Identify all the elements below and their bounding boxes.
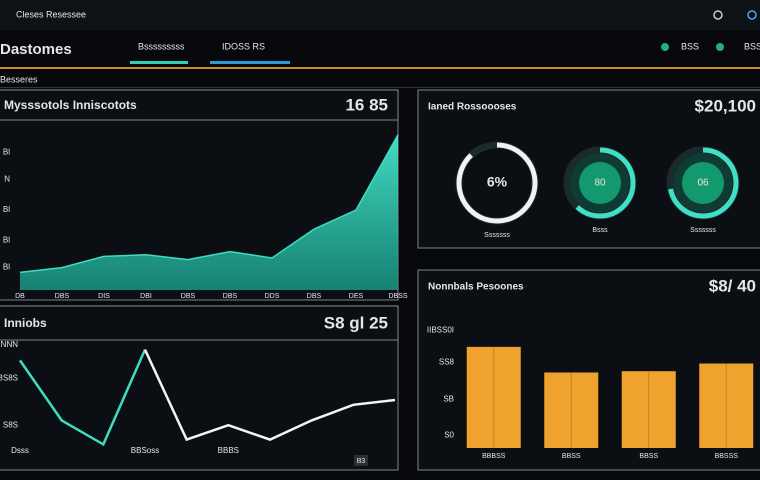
x-tick-label: Dsss xyxy=(11,446,29,455)
badge-box xyxy=(354,455,368,466)
icon-label: BSS xyxy=(744,41,760,51)
x-tick-label: DBS xyxy=(307,293,322,300)
y-tick-label: Bl xyxy=(3,148,10,157)
tab-underline xyxy=(210,61,290,64)
donut-arc xyxy=(456,142,538,224)
x-tick-label: BBBS xyxy=(218,446,239,455)
x-tick-label: BBSS xyxy=(562,453,581,460)
panel-title: Nonnbals Pesoones xyxy=(428,282,524,293)
panel-value: S8 gl 25 xyxy=(324,313,388,332)
panel-title: Inniobs xyxy=(4,316,47,330)
donut-label: 80 xyxy=(594,178,606,189)
x-tick-label: DBS xyxy=(55,293,70,300)
panel-header xyxy=(0,89,399,121)
y-tick-label: Bl xyxy=(3,205,10,214)
y-tick-label: S8S xyxy=(3,420,18,429)
panel-title: Ianed Rossoooses xyxy=(428,102,517,113)
y-tick-label: Bl xyxy=(3,263,10,272)
divider xyxy=(0,67,760,69)
y-tick-label: SS8 xyxy=(439,357,455,366)
x-tick-label: DBS xyxy=(223,293,238,300)
y-tick-label: BS8S xyxy=(0,374,18,383)
line xyxy=(143,349,396,442)
status-icon[interactable] xyxy=(661,43,669,51)
status-icon[interactable] xyxy=(716,43,724,51)
donut-core xyxy=(682,162,724,204)
divider xyxy=(0,87,760,88)
donut-label: 6% xyxy=(487,174,508,190)
y-tick-label: Bl xyxy=(3,236,10,245)
y-tick-label: SB xyxy=(443,394,454,403)
panel-value: $20,100 xyxy=(695,96,756,115)
area xyxy=(20,134,398,290)
donut-label: 06 xyxy=(697,178,709,189)
settings-icon[interactable] xyxy=(747,10,757,20)
y-tick-label: IIBSS0I xyxy=(427,325,454,334)
app-title: Cleses Resessee xyxy=(16,9,86,19)
page-title: Dastomes xyxy=(0,41,72,58)
line xyxy=(18,349,147,447)
donut-arc xyxy=(564,147,636,219)
top-bar xyxy=(0,0,760,30)
donut-arc xyxy=(667,147,739,219)
x-tick-label: DBS xyxy=(181,293,196,300)
panel-value: $8/ 40 xyxy=(709,276,756,295)
tab[interactable]: IDOSS RS xyxy=(222,41,265,51)
y-tick-label: S0 xyxy=(444,430,454,439)
x-tick-label: DES xyxy=(349,293,364,300)
tab-underline xyxy=(130,61,188,64)
refresh-icon[interactable] xyxy=(713,10,723,20)
donut-sublabel: Sssssss xyxy=(484,232,510,239)
x-tick-label: BBBSS xyxy=(482,453,506,460)
subtitle: Besseres xyxy=(0,74,38,84)
x-tick-label: DBSS xyxy=(388,293,407,300)
y-tick-label: N xyxy=(4,175,10,184)
tab[interactable]: Bsssssssss xyxy=(138,41,185,51)
donut-core xyxy=(579,162,621,204)
y-tick-label: 2NHNNN xyxy=(0,340,18,349)
x-tick-label: DB xyxy=(15,293,25,300)
area-line xyxy=(19,134,399,274)
x-tick-label: DIS xyxy=(98,293,110,300)
donut-sublabel: Sssssss xyxy=(690,227,716,234)
x-tick-label: BBSoss xyxy=(131,446,159,455)
x-tick-label: DDS xyxy=(265,293,280,300)
donut-sublabel: Bsss xyxy=(592,227,608,234)
x-tick-label: DBI xyxy=(140,293,152,300)
x-tick-label: BBSS xyxy=(639,453,658,460)
icon-label: BSS xyxy=(681,41,699,51)
panel-value: 16 85 xyxy=(345,95,388,114)
panel-title: Mysssotols Inniscotots xyxy=(4,98,137,112)
panel-header xyxy=(0,305,399,341)
badge: B3 xyxy=(357,458,366,465)
x-tick-label: BBSSS xyxy=(715,453,739,460)
